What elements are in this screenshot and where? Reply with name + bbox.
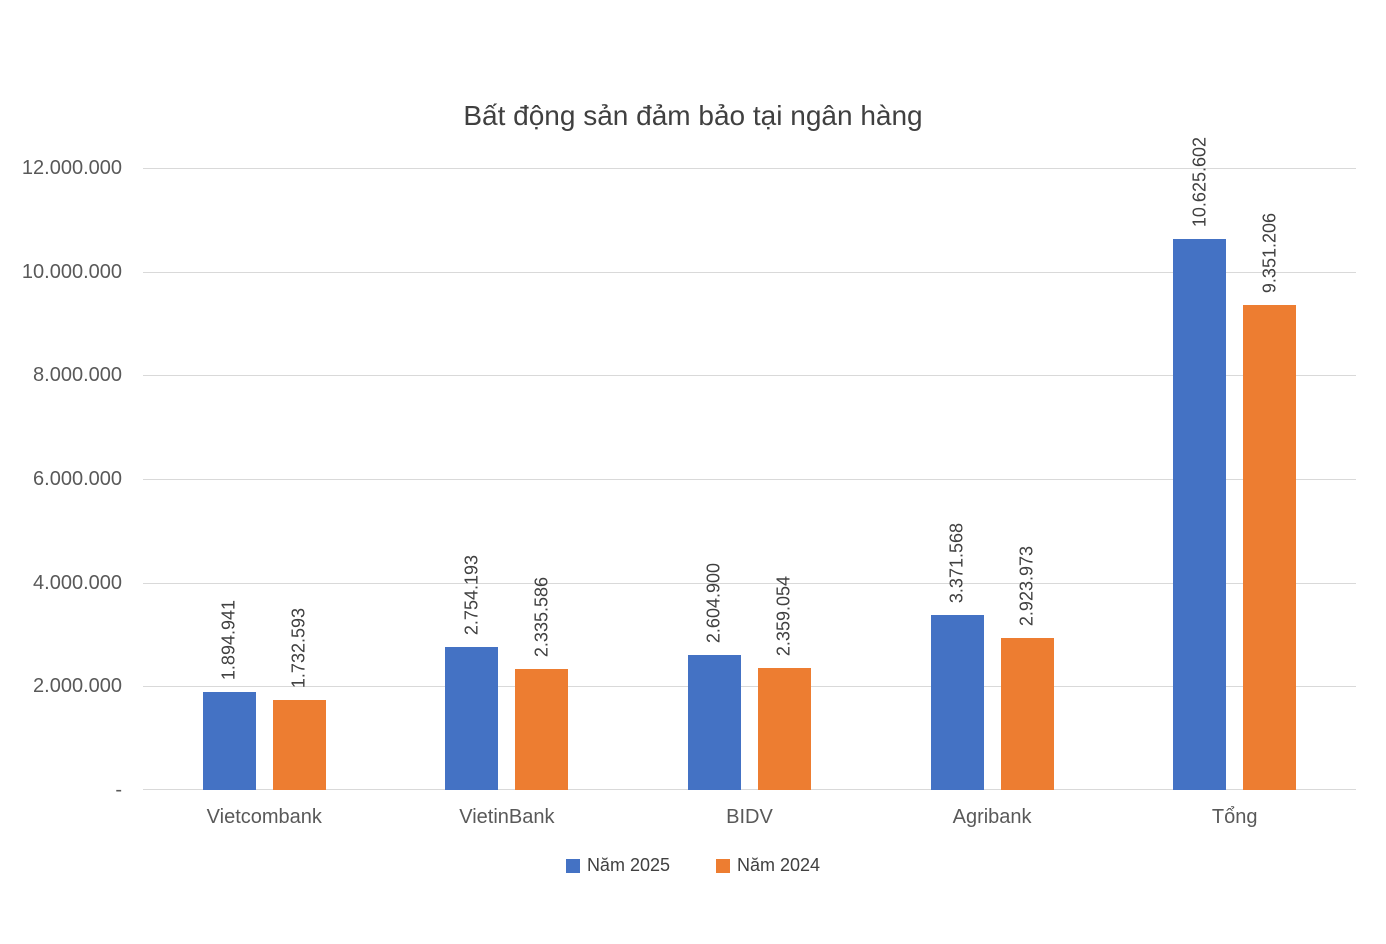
x-axis-category-label: BIDV bbox=[726, 806, 773, 828]
gridline bbox=[143, 479, 1356, 480]
legend-label: Năm 2025 bbox=[586, 855, 670, 875]
bar-nam-2025: 2.754.193 bbox=[445, 555, 499, 790]
gridline bbox=[143, 375, 1356, 376]
bar-value-label: 9.351.206 bbox=[1259, 212, 1280, 293]
gridline bbox=[143, 686, 1356, 687]
gridline bbox=[143, 168, 1356, 169]
y-axis-tick-label: - bbox=[115, 779, 122, 801]
bar-value-label: 2.359.054 bbox=[773, 575, 794, 656]
y-axis-tick-label: 2.000.000 bbox=[33, 675, 122, 697]
y-axis-tick-label: 4.000.000 bbox=[33, 572, 122, 594]
x-axis-category-label: Agribank bbox=[952, 806, 1032, 828]
bar-group-tong: 10.625.602 9.351.206 bbox=[1113, 137, 1356, 790]
bar-group-vietinbank: 2.754.193 2.335.586 bbox=[386, 168, 629, 790]
x-axis-category-label: VietinBank bbox=[459, 806, 555, 828]
bar-nam-2024: 2.335.586 bbox=[515, 577, 569, 790]
bar-nam-2024: 2.923.973 bbox=[1000, 546, 1054, 790]
gridline bbox=[143, 789, 1356, 790]
bar-value-label: 2.335.586 bbox=[531, 576, 552, 657]
y-axis-tick-label: 8.000.000 bbox=[33, 364, 122, 386]
legend-item-nam-2024: Năm 2024 bbox=[716, 855, 820, 876]
legend-swatch-icon bbox=[716, 858, 730, 873]
bar-nam-2025: 2.604.900 bbox=[687, 563, 741, 790]
plot-area: 1.894.941 1.732.593 2.754.193 2.335.586 … bbox=[143, 137, 1356, 790]
bar-nam-2024: 9.351.206 bbox=[1243, 213, 1297, 790]
bar-group-bidv: 2.604.900 2.359.054 bbox=[628, 168, 871, 790]
x-axis-category-label: Vietcombank bbox=[206, 806, 322, 828]
bar-value-label: 2.754.193 bbox=[461, 554, 482, 635]
bar-group-agribank: 3.371.568 2.923.973 bbox=[871, 168, 1114, 790]
y-axis-tick-label: 6.000.000 bbox=[33, 468, 122, 490]
legend: Năm 2025 Năm 2024 bbox=[0, 855, 1386, 876]
x-axis: Vietcombank VietinBank BIDV Agribank Tổn… bbox=[143, 806, 1356, 829]
bar-groups: 1.894.941 1.732.593 2.754.193 2.335.586 … bbox=[143, 137, 1356, 790]
bar-value-label: 3.371.568 bbox=[946, 522, 967, 603]
bar-value-label: 1.894.941 bbox=[218, 599, 239, 680]
gridline bbox=[143, 583, 1356, 584]
bar-value-label: 1.732.593 bbox=[288, 607, 309, 688]
bar-group-vietcombank: 1.894.941 1.732.593 bbox=[143, 168, 386, 790]
legend-label: Năm 2024 bbox=[737, 855, 821, 875]
y-axis-tick-label: 12.000.000 bbox=[21, 157, 122, 179]
y-axis-tick-label: 10.000.000 bbox=[21, 261, 122, 283]
bar-nam-2025: 10.625.602 bbox=[1173, 137, 1227, 790]
legend-item-nam-2025: Năm 2025 bbox=[565, 855, 670, 876]
gridline bbox=[143, 272, 1356, 273]
bar-value-label: 2.604.900 bbox=[703, 562, 724, 643]
bar-value-label: 2.923.973 bbox=[1016, 545, 1037, 626]
chart-title: Bất động sản đảm bảo tại ngân hàng bbox=[463, 100, 923, 131]
legend-swatch-icon bbox=[565, 858, 580, 873]
bar-nam-2025: 3.371.568 bbox=[930, 523, 984, 790]
bar-nam-2025: 1.894.941 bbox=[202, 600, 256, 790]
x-axis-category-label: Tổng bbox=[1211, 806, 1258, 828]
bar-value-label: 10.625.602 bbox=[1189, 136, 1210, 227]
bar-nam-2024: 1.732.593 bbox=[272, 608, 326, 790]
bar-nam-2024: 2.359.054 bbox=[757, 576, 811, 790]
